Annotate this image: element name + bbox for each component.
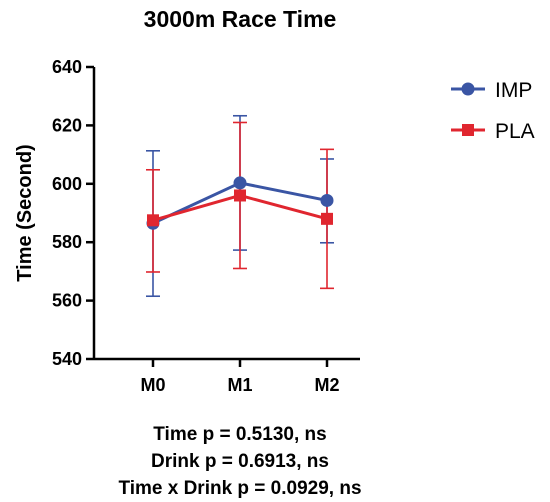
y-tick-label: 600 xyxy=(52,174,82,194)
legend-marker-imp xyxy=(461,82,475,96)
y-tick-label: 580 xyxy=(52,232,82,252)
y-ticks: 540 560 580 600 620 640 xyxy=(52,57,94,369)
y-axis-label: Time (Second) xyxy=(14,144,36,281)
data-point-imp xyxy=(320,193,334,207)
series-layer xyxy=(146,114,334,298)
y-tick-label: 640 xyxy=(52,57,82,77)
stat-annotation: Time x Drink p = 0.0929, ns xyxy=(118,478,361,499)
x-ticks: M0 M1 M2 xyxy=(140,359,340,395)
y-tick-label: 540 xyxy=(52,349,82,369)
legend-label-imp: IMP xyxy=(495,79,532,102)
data-point-imp xyxy=(233,176,247,190)
legend: IMP PLA xyxy=(451,79,535,143)
x-tick-label: M2 xyxy=(314,375,339,395)
chart-title: 3000m Race Time xyxy=(144,6,337,32)
x-tick-label: M0 xyxy=(140,375,165,395)
stat-annotation: Drink p = 0.6913, ns xyxy=(151,451,329,472)
legend-marker-pla xyxy=(462,124,474,136)
y-tick-label: 560 xyxy=(52,291,82,311)
y-tick-label: 620 xyxy=(52,115,82,135)
legend-label-pla: PLA xyxy=(495,120,535,143)
data-point-pla xyxy=(147,214,159,227)
x-tick-label: M1 xyxy=(227,375,252,395)
stats-annotations: Time p = 0.5130, ns Drink p = 0.6913, ns T… xyxy=(118,424,361,499)
stat-annotation: Time p = 0.5130, ns xyxy=(153,424,326,445)
data-point-pla xyxy=(321,212,333,225)
data-point-pla xyxy=(234,189,246,202)
